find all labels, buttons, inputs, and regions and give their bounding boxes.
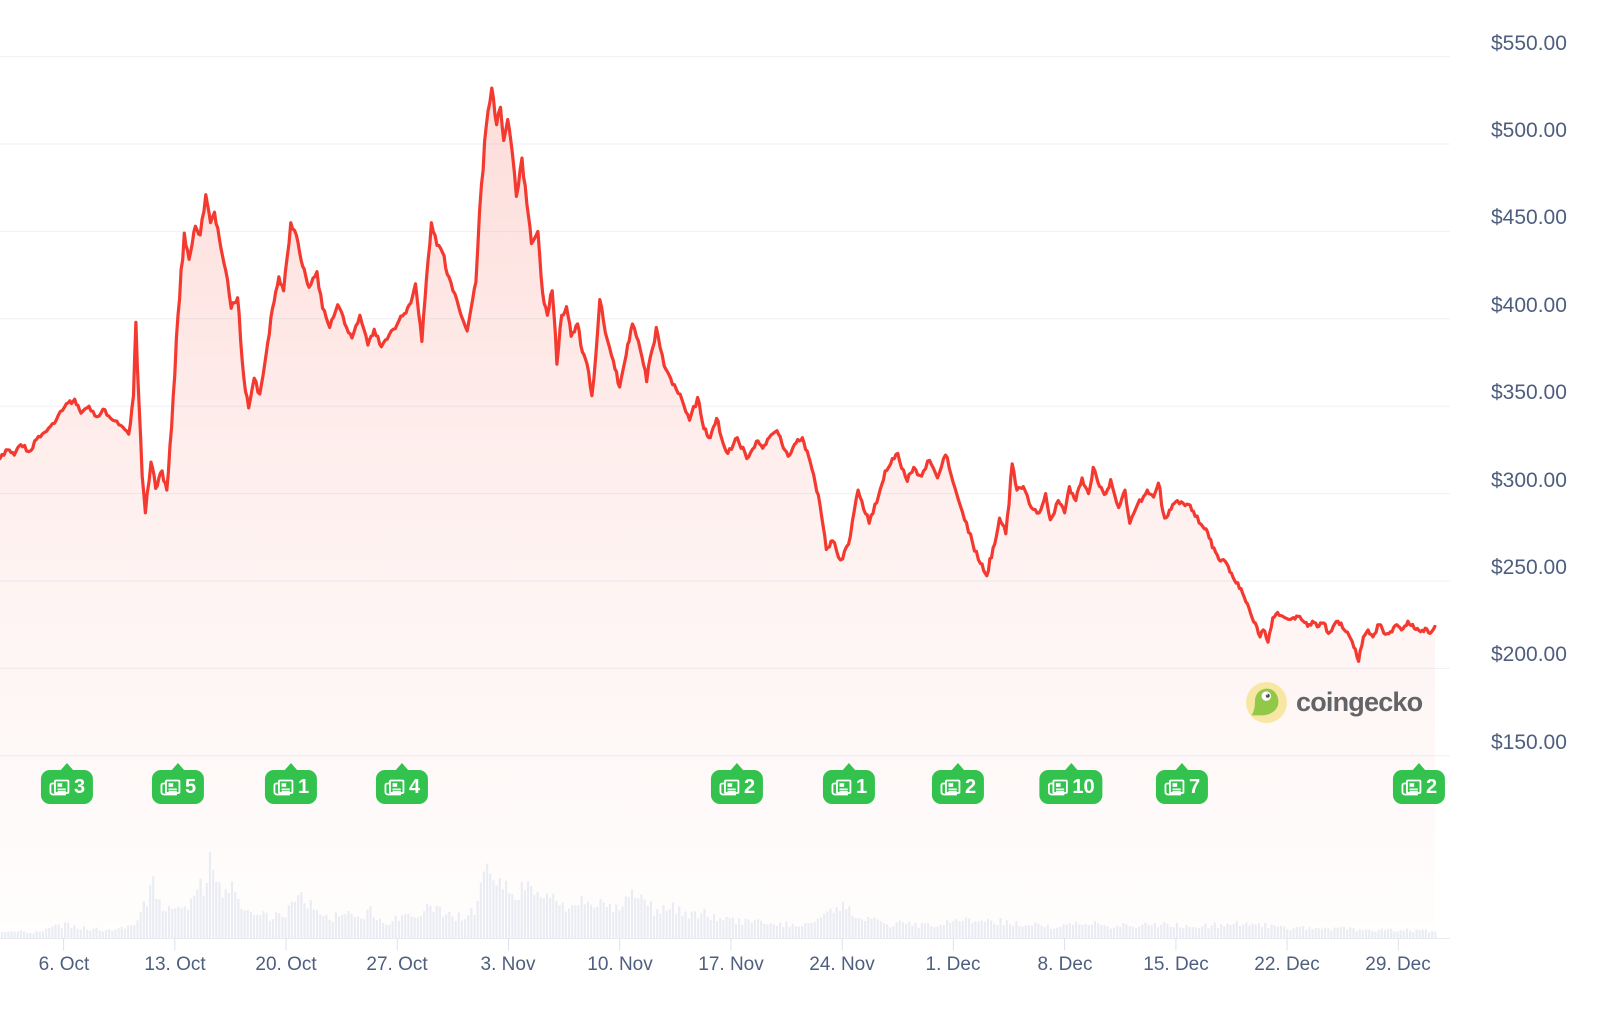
news-marker-badge[interactable]: 3 bbox=[40, 770, 94, 804]
news-marker-badge[interactable]: 10 bbox=[1039, 770, 1103, 804]
y-axis-label: $150.00 bbox=[1491, 730, 1567, 754]
x-axis-label: 13. Oct bbox=[144, 954, 206, 975]
x-axis-label: 6. Oct bbox=[38, 954, 90, 975]
y-axis-label: $400.00 bbox=[1491, 293, 1567, 317]
x-axis-label: 15. Dec bbox=[1143, 954, 1209, 975]
newspaper-icon bbox=[384, 779, 405, 795]
price-area bbox=[0, 88, 1435, 939]
news-marker-badge[interactable]: 1 bbox=[822, 770, 876, 804]
y-axis-label: $250.00 bbox=[1491, 556, 1567, 579]
newspaper-icon bbox=[49, 779, 70, 795]
news-count: 2 bbox=[964, 775, 977, 798]
news-marker-badge[interactable]: 2 bbox=[931, 770, 985, 804]
news-marker-badge[interactable]: 7 bbox=[1155, 770, 1209, 804]
newspaper-icon bbox=[940, 779, 961, 795]
y-axis-label: $200.00 bbox=[1491, 643, 1567, 667]
news-marker-badge[interactable]: 5 bbox=[151, 770, 205, 804]
x-axis-label: 27. Oct bbox=[366, 954, 428, 975]
news-count: 7 bbox=[1188, 775, 1201, 798]
news-count: 2 bbox=[1425, 775, 1438, 798]
news-count: 4 bbox=[408, 775, 421, 798]
coingecko-gecko-icon bbox=[1246, 682, 1287, 723]
x-axis-label: 22. Dec bbox=[1254, 954, 1320, 975]
newspaper-icon bbox=[1047, 779, 1068, 795]
x-axis-label: 24. Nov bbox=[809, 954, 875, 975]
newspaper-icon bbox=[1401, 779, 1422, 795]
coingecko-watermark: coingecko bbox=[1246, 682, 1423, 723]
price-line bbox=[0, 86, 1437, 663]
news-marker-badge[interactable]: 4 bbox=[375, 770, 429, 804]
news-marker-badge[interactable]: 2 bbox=[710, 770, 764, 804]
y-axis-label: $300.00 bbox=[1491, 468, 1567, 492]
newspaper-icon bbox=[719, 779, 740, 795]
x-axis-ticks bbox=[63, 938, 1399, 951]
news-count: 1 bbox=[855, 775, 868, 798]
x-axis-label: 29. Dec bbox=[1365, 954, 1431, 975]
news-marker-badge[interactable]: 2 bbox=[1392, 770, 1446, 804]
y-axis-label: $550.00 bbox=[1491, 31, 1567, 55]
newspaper-icon bbox=[831, 779, 852, 795]
news-count: 5 bbox=[184, 775, 197, 798]
y-axis-label: $350.00 bbox=[1491, 381, 1567, 405]
volume-bars bbox=[1, 852, 1437, 939]
newspaper-icon bbox=[1164, 779, 1185, 795]
y-axis-label: $500.00 bbox=[1491, 119, 1567, 142]
news-marker-badge[interactable]: 1 bbox=[264, 770, 318, 804]
x-axis-label: 10. Nov bbox=[587, 954, 653, 975]
x-axis-label: 8. Dec bbox=[1037, 954, 1093, 975]
coingecko-wordmark: coingecko bbox=[1296, 687, 1423, 717]
news-count: 3 bbox=[73, 775, 86, 798]
x-axis-label: 17. Nov bbox=[698, 954, 764, 975]
newspaper-icon bbox=[273, 779, 294, 795]
news-count: 1 bbox=[297, 775, 310, 798]
x-axis-label: 3. Nov bbox=[480, 954, 536, 975]
y-axis-label: $450.00 bbox=[1491, 206, 1567, 230]
news-count: 2 bbox=[743, 775, 756, 798]
x-axis-label: 20. Oct bbox=[255, 954, 317, 975]
x-axis-label: 1. Dec bbox=[925, 954, 981, 975]
news-count: 10 bbox=[1072, 775, 1095, 798]
newspaper-icon bbox=[160, 779, 181, 795]
